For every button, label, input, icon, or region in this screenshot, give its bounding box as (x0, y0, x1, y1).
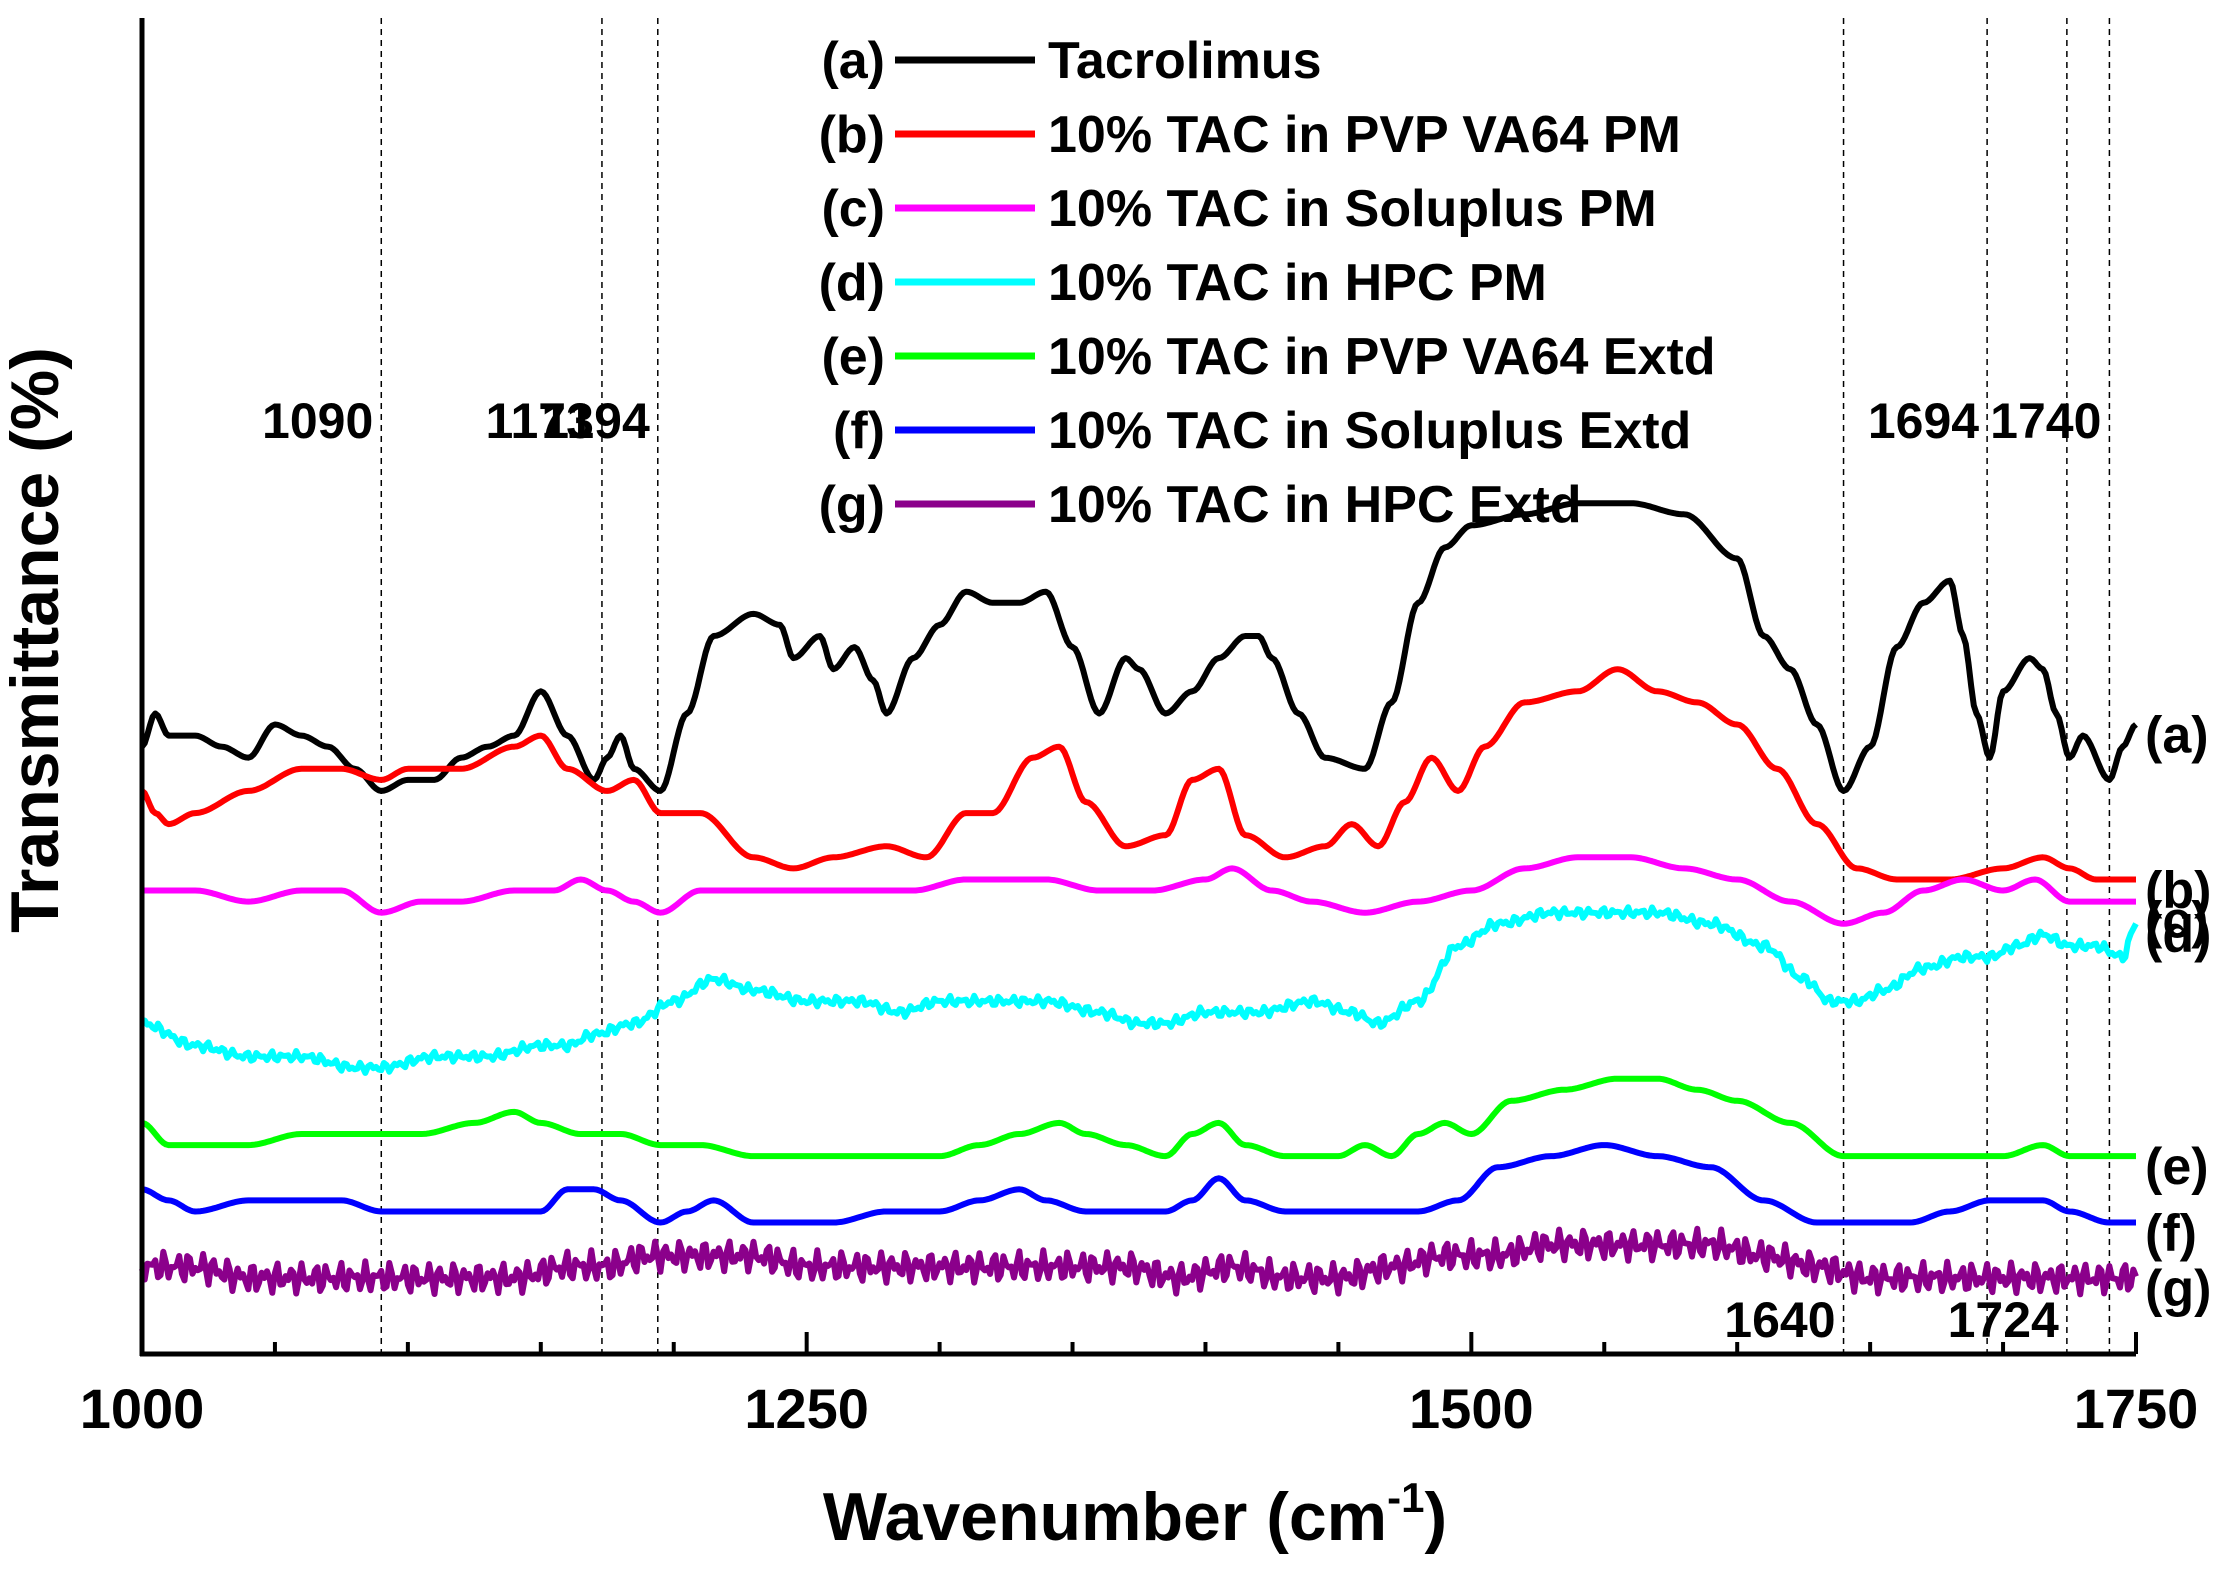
series-line-e (141, 1075, 2137, 1160)
x-tick-label-1750: 1750 (2074, 1377, 2199, 1440)
reference-label-1090: 1090 (262, 393, 373, 449)
axes (139, 18, 2136, 1357)
series-line-g (139, 1225, 2139, 1298)
series-line-b (140, 666, 2137, 883)
series-end-labels: (a) (b)(c)(d) (e) (f)(g) (2145, 707, 2211, 1318)
x-tick-label-1250: 1250 (744, 1377, 869, 1440)
series-end-label-f: (f) (2145, 1205, 2197, 1263)
legend-key-e: (e) (821, 328, 885, 386)
series-end-label-g: (g) (2145, 1260, 2211, 1318)
x-tick-label-1000: 1000 (80, 1377, 205, 1440)
series-line-f (141, 1142, 2137, 1226)
legend-key-b: (b) (819, 106, 885, 164)
legend-label-d: 10% TAC in HPC PM (1048, 254, 1547, 312)
legend-key-a: (a) (821, 32, 885, 90)
legend-key-f: (f) (833, 402, 885, 460)
series-line-d (140, 904, 2139, 1076)
y-axis-label: Transmittance (%) (0, 347, 73, 933)
series-line-a (139, 500, 2138, 794)
reference-label-1724: 1724 (1948, 1292, 2059, 1348)
legend-label-a: Tacrolimus (1048, 32, 1322, 90)
x-ticks: 1000 1250 1500 1750 (80, 1332, 2199, 1440)
series-end-label-b: (b) (2145, 861, 2211, 919)
reference-label-1694: 1694 (1868, 393, 1979, 449)
legend-key-d: (d) (819, 254, 885, 312)
legend-label-e: 10% TAC in PVP VA64 Extd (1048, 328, 1716, 386)
legend: (a) Tacrolimus (b) 10% TAC in PVP VA64 PM (c… (819, 32, 1716, 534)
legend-label-c: 10% TAC in Soluplus PM (1048, 180, 1657, 238)
series-line-c (141, 854, 2137, 927)
series-end-label-d: (d) (2145, 906, 2211, 964)
reference-label-1640: 1640 (1724, 1292, 1835, 1348)
series-end-label-a: (a) (2145, 707, 2209, 765)
series-group (139, 500, 2139, 1298)
x-tick-label-1500: 1500 (1409, 1377, 1534, 1440)
x-axis-label: Wavenumber (cm-1) (823, 1474, 1447, 1555)
legend-label-g: 10% TAC in HPC Extd (1048, 476, 1582, 534)
legend-label-b: 10% TAC in PVP VA64 PM (1048, 106, 1681, 164)
reference-label-1194: 1194 (541, 393, 650, 449)
legend-key-g: (g) (819, 476, 885, 534)
legend-key-c: (c) (821, 180, 885, 238)
series-end-label-c: (c) (2145, 892, 2209, 950)
series-end-label-e: (e) (2145, 1138, 2209, 1196)
reference-label-1740: 1740 (1990, 393, 2101, 449)
legend-label-f: 10% TAC in Soluplus Extd (1048, 402, 1691, 460)
reference-label-1173: 1173 (485, 393, 593, 449)
